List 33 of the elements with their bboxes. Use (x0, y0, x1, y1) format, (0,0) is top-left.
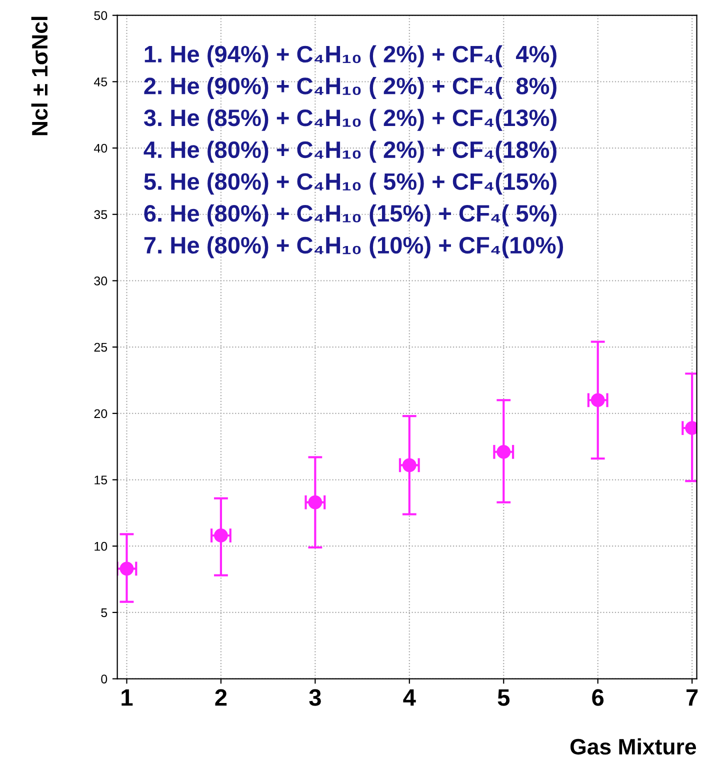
y-tick-label: 20 (94, 409, 108, 418)
point (496, 444, 511, 459)
x-tick-label: 3 (309, 689, 321, 706)
x-tick-label: 6 (592, 689, 604, 706)
annotation: 4. He (80%) + C₄H₁₀ ( 2%) + CF₄(18%) (144, 140, 556, 163)
y-tick-label: 45 (94, 78, 108, 86)
point (402, 458, 416, 472)
annotation: 5. He (80%) + C₄H₁₀ ( 5%) + CF₄(15%) (144, 172, 556, 195)
point (120, 562, 134, 576)
annotation: 2. He (90%) + C₄H₁₀ ( 2%) + CF₄( 8%) (144, 77, 556, 100)
point (308, 495, 322, 510)
y-axis-title: Ncl ± 1σNcl (31, 16, 48, 136)
x-tick-label: 5 (498, 689, 510, 706)
y-tick-label: 30 (94, 276, 108, 286)
annotation: 3. He (85%) + C₄H₁₀ ( 2%) + CF₄(13%) (144, 108, 556, 131)
y-tick-label: 50 (94, 11, 108, 20)
point (214, 528, 228, 542)
x-axis-title: Gas Mixture (570, 738, 696, 755)
y-tick-label: 10 (94, 542, 108, 551)
annotation: 7. He (80%) + C₄H₁₀ (10%) + CF₄(10%) (144, 236, 564, 258)
x-tick-label: 4 (403, 689, 416, 706)
x-tick-label: 2 (215, 689, 227, 706)
y-tick-label: 5 (101, 608, 108, 618)
y-tick-label: 0 (101, 674, 108, 684)
annotation: 6. He (80%) + C₄H₁₀ (15%) + CF₄( 5%) (144, 204, 556, 226)
point (590, 393, 605, 408)
y-tick-label: 15 (94, 476, 108, 484)
y-tick-label: 35 (94, 210, 108, 220)
x-tick-label: 7 (686, 689, 698, 706)
y-tick-label: 25 (94, 342, 108, 352)
x-tick-label: 1 (122, 689, 133, 706)
y-tick-label: 40 (94, 144, 108, 153)
annotation: 1. He (94%) + C₄H₁₀ ( 2%) + CF₄( 4%) (144, 45, 556, 68)
